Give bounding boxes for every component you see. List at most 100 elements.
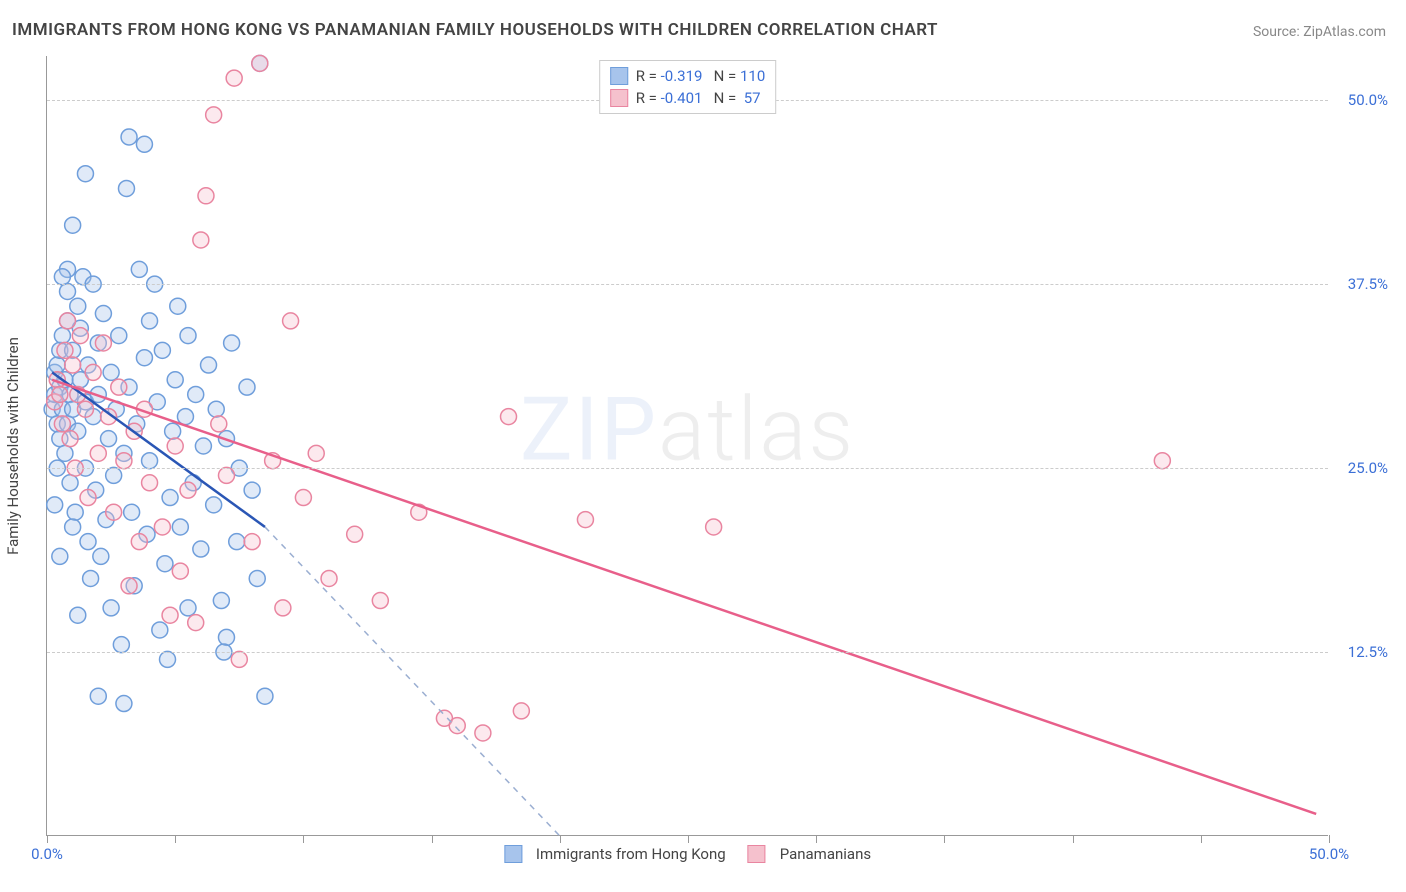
data-point bbox=[80, 490, 96, 506]
data-point bbox=[136, 350, 152, 366]
trend-line-extrapolation bbox=[265, 527, 560, 836]
data-point bbox=[160, 651, 176, 667]
data-point bbox=[70, 298, 86, 314]
data-point bbox=[83, 570, 99, 586]
x-tick bbox=[816, 835, 817, 843]
x-tick bbox=[1329, 835, 1330, 843]
legend-item-2: Panamanians bbox=[748, 845, 871, 863]
data-point bbox=[244, 482, 260, 498]
series-legend: Immigrants from Hong Kong Panamanians bbox=[504, 845, 871, 863]
trend-line bbox=[52, 380, 1316, 814]
data-point bbox=[157, 556, 173, 572]
legend-row-2: R = -0.401 N = 57 bbox=[610, 87, 766, 109]
y-axis-label: Family Households with Children bbox=[4, 337, 22, 555]
data-point bbox=[162, 490, 178, 506]
data-point bbox=[70, 607, 86, 623]
chart-svg bbox=[47, 56, 1328, 835]
data-point bbox=[154, 342, 170, 358]
data-point bbox=[121, 578, 137, 594]
x-tick bbox=[432, 835, 433, 843]
data-point bbox=[111, 379, 127, 395]
data-point bbox=[372, 593, 388, 609]
plot-area: Family Households with Children ZIPatlas… bbox=[46, 56, 1328, 836]
data-point bbox=[257, 688, 273, 704]
data-point bbox=[154, 519, 170, 535]
data-point bbox=[206, 107, 222, 123]
data-point bbox=[229, 534, 245, 550]
chart-title: IMMIGRANTS FROM HONG KONG VS PANAMANIAN … bbox=[12, 20, 938, 40]
data-point bbox=[188, 386, 204, 402]
data-point bbox=[449, 718, 465, 734]
data-point bbox=[54, 269, 70, 285]
data-point bbox=[65, 357, 81, 373]
y-tick-label: 37.5% bbox=[1348, 275, 1388, 293]
legend-r-label-2: R = bbox=[636, 87, 661, 109]
data-point bbox=[193, 541, 209, 557]
data-point bbox=[308, 445, 324, 461]
data-point bbox=[201, 357, 217, 373]
data-point bbox=[54, 416, 70, 432]
data-point bbox=[62, 475, 78, 491]
legend-item-2-label: Panamanians bbox=[780, 845, 871, 863]
data-point bbox=[124, 504, 140, 520]
legend-r-value-1: -0.319 bbox=[661, 65, 703, 87]
data-point bbox=[177, 409, 193, 425]
data-point bbox=[103, 364, 119, 380]
data-point bbox=[106, 504, 122, 520]
data-point bbox=[67, 504, 83, 520]
x-tick bbox=[944, 835, 945, 843]
data-point bbox=[1154, 453, 1170, 469]
data-point bbox=[90, 688, 106, 704]
data-point bbox=[103, 600, 119, 616]
data-point bbox=[295, 490, 311, 506]
x-tick bbox=[47, 835, 48, 843]
swatch-series-2 bbox=[610, 89, 628, 107]
data-point bbox=[239, 379, 255, 395]
gridline bbox=[47, 652, 1328, 653]
legend-n-value-2: 57 bbox=[744, 87, 761, 109]
data-point bbox=[501, 409, 517, 425]
data-point bbox=[577, 512, 593, 528]
data-point bbox=[275, 600, 291, 616]
legend-item-1-label: Immigrants from Hong Kong bbox=[536, 845, 726, 863]
x-tick bbox=[303, 835, 304, 843]
data-point bbox=[706, 519, 722, 535]
data-point bbox=[172, 519, 188, 535]
data-point bbox=[224, 335, 240, 351]
data-point bbox=[101, 431, 117, 447]
data-point bbox=[131, 534, 147, 550]
data-point bbox=[136, 136, 152, 152]
data-point bbox=[52, 386, 68, 402]
data-point bbox=[131, 261, 147, 277]
data-point bbox=[475, 725, 491, 741]
legend-r-value-2: -0.401 bbox=[661, 87, 703, 109]
data-point bbox=[162, 607, 178, 623]
data-point bbox=[60, 313, 76, 329]
data-point bbox=[195, 438, 211, 454]
x-tick bbox=[1201, 835, 1202, 843]
y-tick-label: 25.0% bbox=[1348, 459, 1388, 477]
swatch-bottom-2 bbox=[748, 845, 766, 863]
data-point bbox=[513, 703, 529, 719]
data-point bbox=[49, 357, 65, 373]
data-point bbox=[121, 129, 137, 145]
data-point bbox=[347, 526, 363, 542]
data-point bbox=[167, 372, 183, 388]
y-tick-label: 50.0% bbox=[1348, 91, 1388, 109]
x-tick-label: 0.0% bbox=[31, 845, 63, 863]
data-point bbox=[226, 70, 242, 86]
data-point bbox=[152, 622, 168, 638]
legend-n-value-1: 110 bbox=[740, 65, 765, 87]
data-point bbox=[142, 453, 158, 469]
gridline bbox=[47, 284, 1328, 285]
data-point bbox=[252, 55, 268, 71]
data-point bbox=[218, 629, 234, 645]
data-point bbox=[208, 401, 224, 417]
data-point bbox=[60, 283, 76, 299]
correlation-legend: R = -0.319 N = 110 R = -0.401 N = 57 bbox=[599, 60, 777, 114]
data-point bbox=[113, 637, 129, 653]
data-point bbox=[165, 423, 181, 439]
data-point bbox=[180, 328, 196, 344]
data-point bbox=[65, 519, 81, 535]
data-point bbox=[167, 438, 183, 454]
